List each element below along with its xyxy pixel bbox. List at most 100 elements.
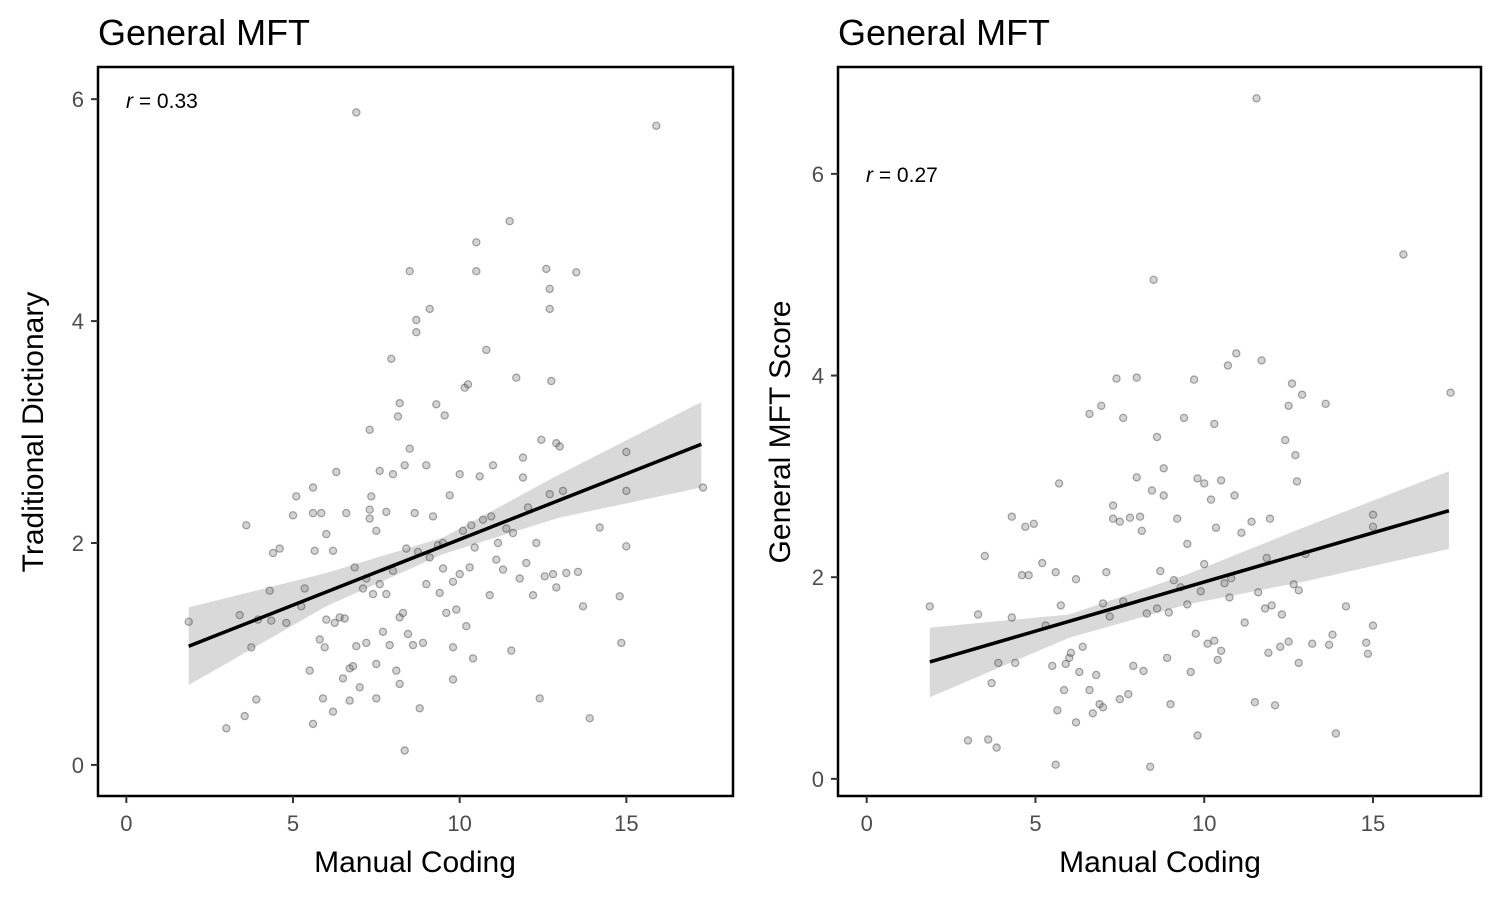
right-data-point bbox=[1066, 648, 1076, 658]
right-data-point bbox=[1267, 601, 1276, 610]
right-data-point bbox=[1179, 413, 1189, 423]
left-data-point bbox=[467, 521, 476, 530]
left-data-point bbox=[398, 608, 408, 618]
left-data-point bbox=[222, 724, 231, 733]
right-data-point bbox=[1446, 388, 1455, 397]
left-data-point bbox=[475, 472, 484, 481]
left-data-point bbox=[440, 411, 449, 420]
right-data-point bbox=[1183, 600, 1192, 609]
left-r-value: = 0.33 bbox=[133, 90, 198, 113]
right-data-point bbox=[1007, 512, 1017, 521]
left-data-point bbox=[372, 694, 381, 703]
right-data-point bbox=[1289, 580, 1298, 589]
right-data-point bbox=[1213, 655, 1222, 665]
right-data-point bbox=[1029, 519, 1039, 529]
right-data-point bbox=[1166, 700, 1175, 709]
right-data-point bbox=[1098, 703, 1108, 712]
left-data-point bbox=[585, 714, 594, 723]
left-y-tick-label: 0 bbox=[72, 753, 84, 778]
right-data-point bbox=[1097, 401, 1106, 410]
left-x-axis-label: Manual Coding bbox=[314, 846, 516, 879]
left-data-point bbox=[318, 694, 328, 703]
left-data-point bbox=[320, 643, 329, 652]
right-data-point bbox=[1135, 512, 1145, 521]
left-data-point bbox=[487, 512, 496, 521]
left-x-tick-label: 0 bbox=[120, 811, 132, 836]
left-data-point bbox=[488, 461, 498, 470]
left-data-point bbox=[365, 514, 374, 523]
left-data-point bbox=[448, 643, 458, 652]
right-data-point bbox=[1203, 639, 1212, 648]
left-data-point bbox=[365, 505, 374, 514]
left-data-point bbox=[455, 470, 464, 479]
left-data-point bbox=[548, 569, 558, 579]
right-regression-line bbox=[929, 508, 1450, 664]
left-data-point bbox=[562, 568, 571, 578]
right-data-point bbox=[1230, 491, 1239, 500]
left-data-point bbox=[375, 466, 384, 476]
left-data-point bbox=[493, 538, 503, 548]
right-data-point bbox=[1115, 517, 1125, 526]
right-data-point bbox=[1071, 718, 1081, 727]
right-r-value: = 0.27 bbox=[873, 164, 938, 187]
right-data-point bbox=[1252, 94, 1261, 103]
left-data-point bbox=[305, 666, 314, 675]
right-data-point bbox=[963, 736, 973, 745]
left-data-point bbox=[502, 524, 511, 533]
left-data-point bbox=[405, 267, 414, 276]
left-data-point bbox=[405, 444, 414, 453]
right-data-point bbox=[1307, 639, 1317, 648]
right-data-point bbox=[1105, 612, 1114, 621]
left-regression-line bbox=[188, 442, 702, 648]
right-data-point bbox=[1159, 464, 1168, 473]
right-data-point bbox=[1264, 648, 1273, 658]
left-data-point bbox=[532, 538, 541, 548]
right-data-point bbox=[992, 743, 1001, 752]
right-data-point bbox=[1260, 604, 1270, 613]
left-x-tick-label: 10 bbox=[447, 811, 471, 836]
right-data-point bbox=[1053, 706, 1062, 715]
right-data-point bbox=[994, 658, 1003, 668]
right-data-point bbox=[1328, 630, 1337, 639]
right-data-point bbox=[1287, 379, 1297, 388]
right-data-point bbox=[1064, 653, 1074, 663]
right-data-point bbox=[987, 678, 996, 688]
left-data-point bbox=[528, 591, 538, 600]
left-data-point bbox=[622, 486, 631, 496]
left-data-point bbox=[332, 467, 341, 477]
left-data-point bbox=[352, 108, 361, 117]
left-data-point bbox=[432, 400, 441, 409]
right-data-point bbox=[1363, 649, 1373, 659]
left-data-point bbox=[422, 579, 431, 589]
left-data-point bbox=[505, 216, 514, 226]
left-data-point bbox=[310, 546, 319, 556]
left-data-point bbox=[508, 528, 518, 538]
right-data-point bbox=[1232, 349, 1241, 358]
left-data-point bbox=[542, 264, 551, 274]
left-data-point bbox=[282, 618, 291, 628]
left-data-point bbox=[545, 490, 554, 499]
right-data-point bbox=[1270, 701, 1280, 710]
right-data-point bbox=[1210, 419, 1219, 429]
left-data-point bbox=[435, 588, 444, 598]
left-data-point bbox=[268, 548, 278, 558]
right-data-point bbox=[1294, 658, 1303, 668]
right-y-tick-label: 2 bbox=[812, 565, 824, 590]
right-data-point bbox=[1152, 432, 1162, 442]
right-data-point bbox=[1211, 523, 1221, 533]
right-data-point bbox=[1196, 587, 1206, 596]
left-data-point bbox=[455, 569, 464, 579]
right-data-point bbox=[1115, 695, 1125, 704]
left-data-point bbox=[395, 679, 404, 689]
left-data-point bbox=[358, 584, 368, 593]
left-data-point bbox=[622, 447, 631, 457]
right-data-point bbox=[1007, 613, 1017, 622]
right-data-point bbox=[1095, 700, 1104, 709]
right-data-point bbox=[980, 551, 990, 561]
left-data-point bbox=[328, 707, 338, 716]
left-data-point bbox=[428, 512, 438, 521]
right-data-point bbox=[1368, 522, 1378, 532]
left-data-point bbox=[652, 121, 661, 131]
right-data-point bbox=[1275, 642, 1285, 652]
left-plot-frame bbox=[96, 65, 735, 798]
